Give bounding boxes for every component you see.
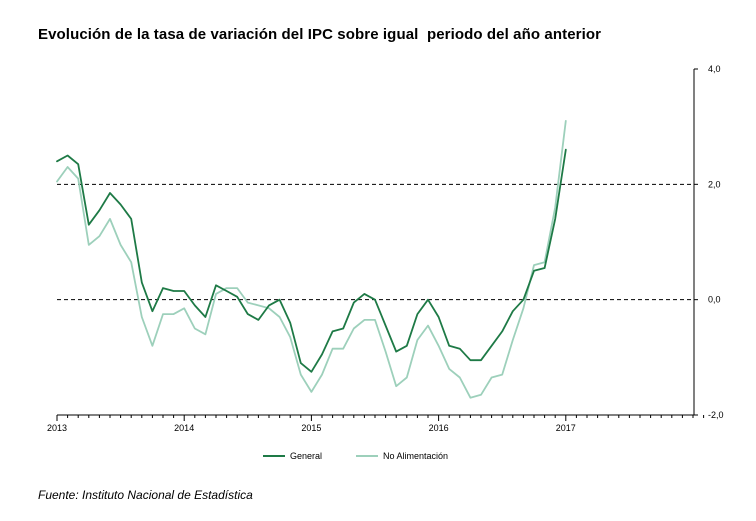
x-tick-label: 2013 <box>47 423 67 433</box>
series-lines <box>56 120 567 399</box>
chart-legend: General No Alimentación <box>263 451 448 461</box>
y-tick-label: 2,0 <box>708 179 721 189</box>
series-line-no-alimentaci-n <box>56 120 567 399</box>
legend-label: No Alimentación <box>383 451 448 461</box>
source-note: Fuente: Instituto Nacional de Estadístic… <box>38 488 253 502</box>
legend-label: General <box>290 451 322 461</box>
chart-axes: 2013 2014 2015 2016 2017 4,0 2,0 0,0 -2,0 <box>47 64 724 433</box>
chart-title: Evolución de la tasa de variación del IP… <box>38 26 602 43</box>
x-tick-label: 2016 <box>429 423 449 433</box>
reference-lines <box>57 183 694 301</box>
y-tick-label: 0,0 <box>708 295 721 305</box>
x-tick-label: 2014 <box>174 423 194 433</box>
y-tick-label: 4,0 <box>708 64 721 74</box>
x-tick-label: 2015 <box>301 423 321 433</box>
series-line-general <box>56 148 567 373</box>
y-tick-label: -2,0 <box>708 410 724 420</box>
x-tick-label: 2017 <box>556 423 576 433</box>
